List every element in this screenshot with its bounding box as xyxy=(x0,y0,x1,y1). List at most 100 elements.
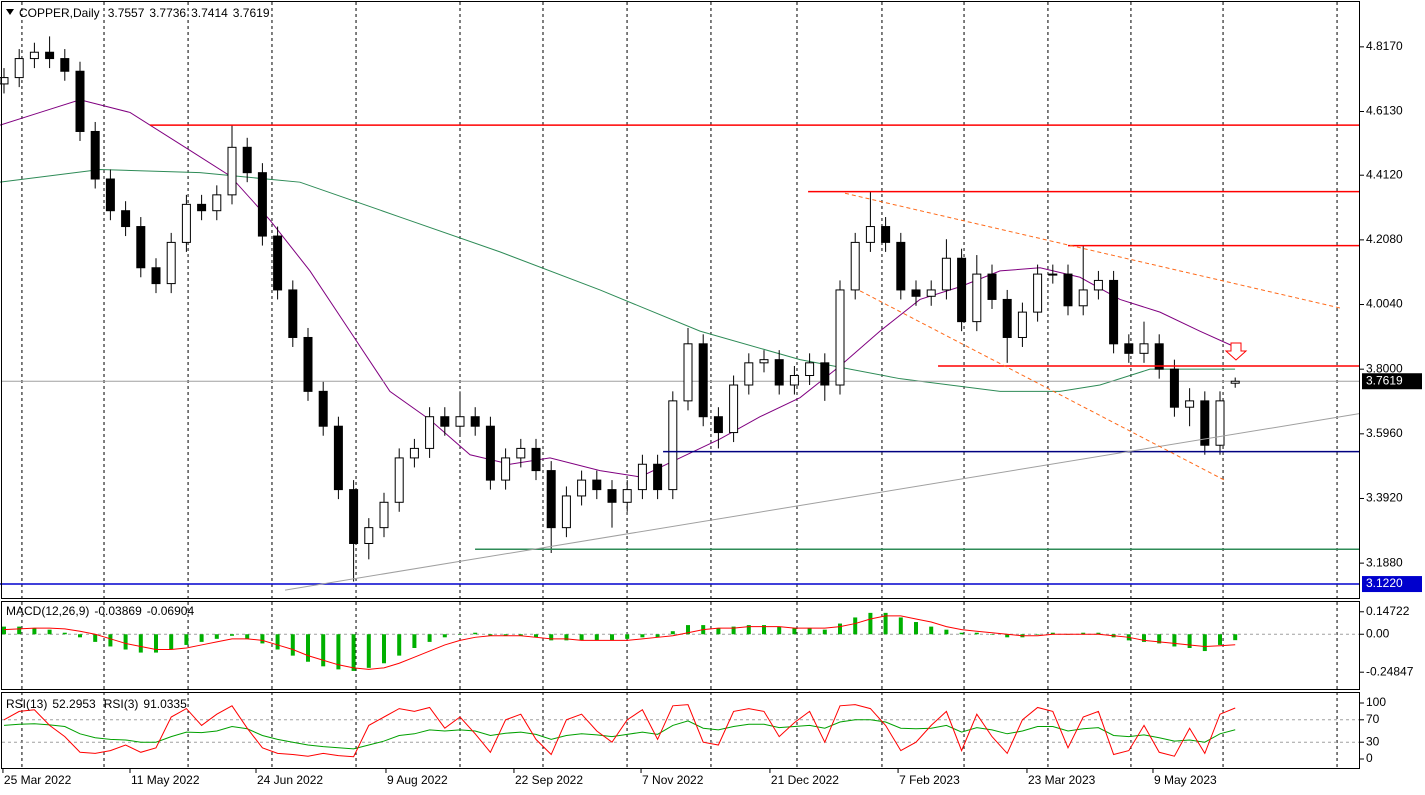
macd-bar xyxy=(1233,634,1238,641)
rsi-line xyxy=(3,719,1236,750)
macd-bar xyxy=(929,626,934,635)
x-tick-label: 23 Mar 2023 xyxy=(1028,773,1096,787)
macd-bar xyxy=(549,634,554,641)
x-tick-label: 9 May 2023 xyxy=(1154,773,1217,787)
candle-body xyxy=(0,77,9,85)
candle-body xyxy=(485,425,495,481)
macd-bar xyxy=(898,617,903,635)
candle-body xyxy=(1017,311,1027,338)
macd-bar xyxy=(427,634,432,642)
candle-body xyxy=(440,416,450,427)
macd-bar xyxy=(1142,634,1147,642)
last-open: 3.7557 xyxy=(108,6,145,20)
candle-body xyxy=(622,489,632,503)
rsi3-name: RSI(3) xyxy=(104,697,139,711)
candle-body xyxy=(637,463,647,491)
macd-title: MACD(12,26,9) xyxy=(6,604,89,618)
candle-body xyxy=(45,51,55,60)
y-tick-label: 3.5960 xyxy=(1366,426,1403,440)
macd-bar xyxy=(503,634,508,636)
x-tick-label: 7 Feb 2023 xyxy=(899,773,960,787)
macd-bar xyxy=(1005,634,1010,638)
candle-body xyxy=(364,527,374,544)
macd-bar xyxy=(959,632,964,635)
candle-body xyxy=(865,226,875,243)
y-tick-label: 4.8170 xyxy=(1366,39,1403,53)
candle-body xyxy=(896,241,906,291)
macd-bar xyxy=(336,634,341,670)
x-tick-label: 9 Aug 2022 xyxy=(387,773,448,787)
macd-bar xyxy=(77,634,82,638)
macd-bar xyxy=(1218,634,1223,645)
macd-bar xyxy=(518,634,523,636)
macd-bar xyxy=(260,634,265,644)
macd-bar xyxy=(382,634,387,664)
macd-header: MACD(12,26,9) -0.03869 -0.06904 xyxy=(6,604,194,618)
macd-bar xyxy=(594,634,599,641)
candle-body xyxy=(349,489,359,544)
macd-bar xyxy=(321,634,326,667)
y-tick-label: 3.1880 xyxy=(1366,555,1403,569)
macd-bar xyxy=(412,634,417,648)
x-tick-label: 21 Dec 2022 xyxy=(771,773,839,787)
candle-body xyxy=(1078,289,1088,307)
candle-body xyxy=(470,416,480,427)
y-tick-label: 3.8000 xyxy=(1366,361,1403,375)
macd-bar xyxy=(838,623,843,635)
candle-body xyxy=(1230,380,1240,384)
macd-bar xyxy=(93,634,98,642)
y-tick-label: 100 xyxy=(1366,695,1386,709)
macd-bar xyxy=(184,634,189,645)
macd-bar xyxy=(1,626,6,635)
macd-panel-border xyxy=(1,601,1360,690)
candle-body xyxy=(607,489,617,503)
macd-bar xyxy=(229,634,234,636)
macd-bar xyxy=(868,612,873,635)
candle-body xyxy=(835,289,845,386)
macd-bar xyxy=(579,634,584,641)
macd-bar xyxy=(351,634,356,671)
macd-bar xyxy=(442,634,447,638)
candle-body xyxy=(166,241,176,285)
macd-bar xyxy=(397,634,402,656)
last-close: 3.7619 xyxy=(233,6,270,20)
rsi13-value: 52.2953 xyxy=(52,697,96,711)
y-tick-label: 4.0040 xyxy=(1366,297,1403,311)
macd-bar xyxy=(1081,632,1086,635)
macd-bar xyxy=(807,628,812,635)
candle-body xyxy=(941,257,951,291)
candle-body xyxy=(546,470,556,529)
candle-body xyxy=(14,58,24,79)
macd-bar xyxy=(1035,634,1040,635)
x-tick-label: 7 Nov 2022 xyxy=(642,773,704,787)
x-tick-label: 24 Jun 2022 xyxy=(257,773,323,787)
candle-body xyxy=(257,172,267,237)
candle-body xyxy=(318,390,328,427)
candle-body xyxy=(333,425,343,491)
candle-body xyxy=(212,194,222,212)
macd-bar xyxy=(716,628,721,635)
macd-bar xyxy=(17,626,22,635)
x-tick-label: 11 May 2022 xyxy=(131,773,200,787)
macd-bar xyxy=(169,634,174,650)
macd-bar xyxy=(123,634,128,650)
candle-body xyxy=(1048,273,1058,276)
macd-bar xyxy=(62,632,67,635)
menu-triangle[interactable] xyxy=(6,9,14,15)
macd-bar xyxy=(366,634,371,668)
rsi3-value: 91.0335 xyxy=(143,697,187,711)
candle-body xyxy=(1200,400,1210,446)
candle-body xyxy=(577,479,587,497)
y-tick-label: 30 xyxy=(1366,734,1380,748)
macd-bar xyxy=(731,626,736,635)
candle-body xyxy=(303,336,313,392)
macd-bar xyxy=(458,634,463,635)
candle-body xyxy=(531,447,541,472)
candle-body xyxy=(1124,343,1134,354)
macd-bar xyxy=(686,625,691,635)
macd-signal-value: -0.06904 xyxy=(147,604,195,618)
last-low: 3.7414 xyxy=(191,6,228,20)
candle-body xyxy=(1215,400,1225,446)
